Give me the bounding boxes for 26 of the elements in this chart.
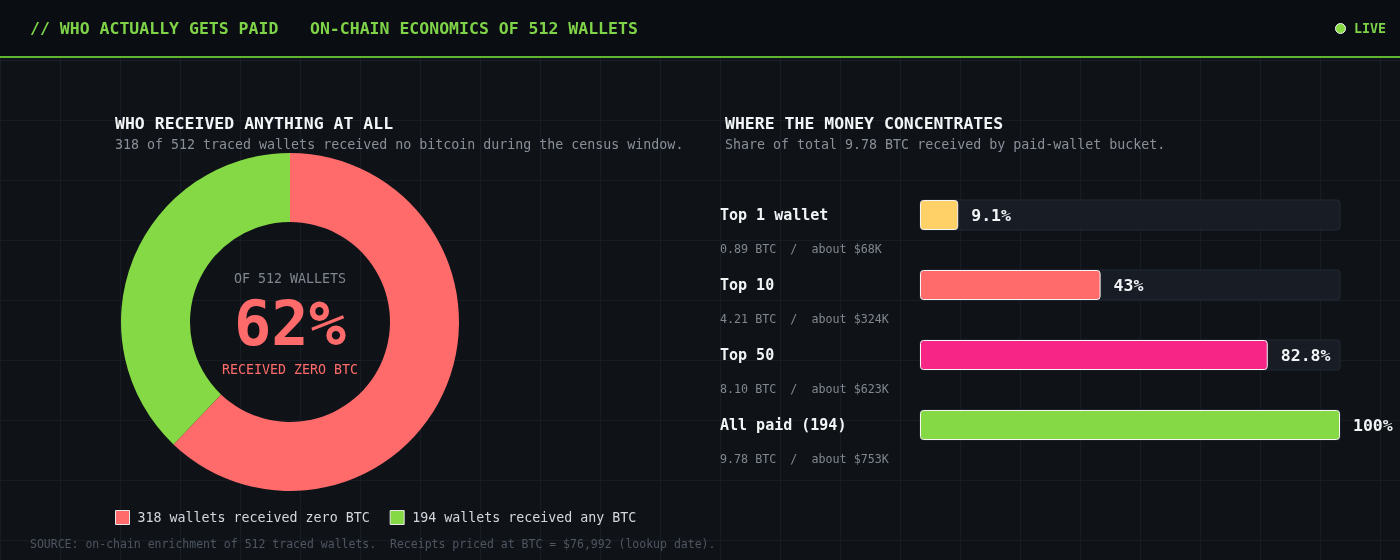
text: 4.21 BTC / about $324K	[720, 312, 889, 326]
text: RECEIVED ZERO BTC	[221, 361, 359, 377]
chart-subtitle: 318 of 512 traced wallets received no bitcoin during the census window.	[115, 137, 684, 152]
legend-label: 318 wallets received zero BTC	[137, 510, 370, 525]
data-label: 100%	[1353, 415, 1393, 435]
y-tick-label: Top 1 wallet	[720, 206, 829, 224]
chart-subtitle: Share of total 9.78 BTC received by paid-wallet bucket.	[725, 137, 1166, 152]
text: ON-CHAIN ECONOMICS OF 512 WALLETS	[310, 18, 638, 40]
bar	[920, 200, 959, 230]
text: OF 512 WALLETS	[233, 270, 347, 286]
text: 8.10 BTC / about $623K	[720, 382, 889, 396]
chart-title: WHERE THE MONEY CONCENTRATES	[725, 114, 1004, 133]
legend-label: 194 wallets received any BTC	[412, 510, 637, 525]
y-tick-label: Top 10	[720, 276, 775, 294]
text: 9.78 BTC / about $753K	[720, 452, 889, 466]
chart-title: WHO RECEIVED ANYTHING AT ALL	[115, 114, 394, 133]
text: // WHO ACTUALLY GETS PAID	[30, 18, 279, 40]
y-tick-label: Top 50	[720, 346, 775, 364]
data-label: 82.8%	[1280, 345, 1331, 365]
text: 0.89 BTC / about $68K	[720, 242, 882, 256]
source-note: SOURCE: on-chain enrichment of 512 traced wallets. Receipts priced at BTC = $76,992 (lookup date).	[30, 536, 716, 552]
y-tick-label: All paid (194)	[720, 416, 847, 434]
data-label: 9.1%	[971, 205, 1012, 225]
text: LIVE	[1353, 20, 1386, 38]
data-label: 43%	[1113, 275, 1144, 295]
text: 62%	[234, 286, 346, 360]
